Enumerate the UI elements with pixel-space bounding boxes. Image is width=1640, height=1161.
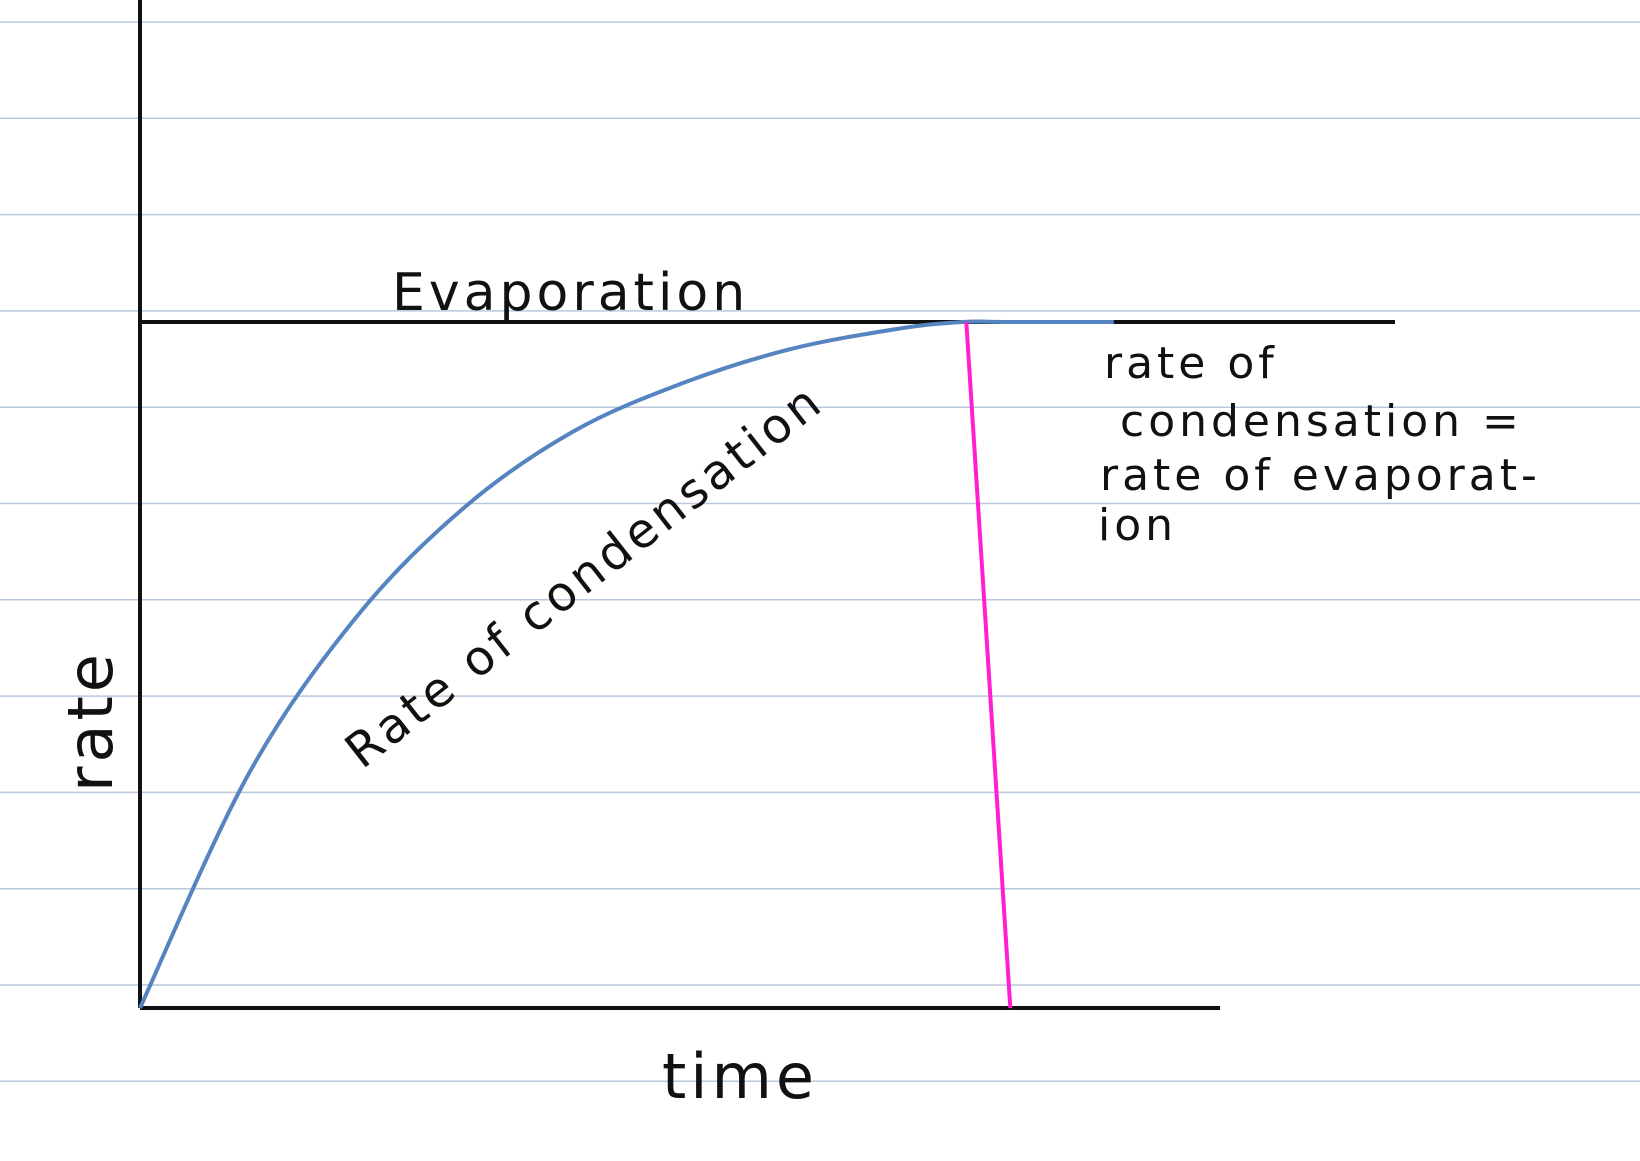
equilibrium-annotation-line-4: ion xyxy=(1098,500,1177,551)
condensation-curve xyxy=(138,319,1114,1009)
evaporation-label: Evaporation xyxy=(392,263,749,323)
equilibrium-marker-line xyxy=(964,321,1013,1009)
ruled-lines xyxy=(0,21,1640,1083)
equilibrium-annotation-line-3: rate of evaporat- xyxy=(1100,450,1541,501)
y-axis-label: rate xyxy=(54,650,127,792)
condensation-label: Rate of condensation xyxy=(335,372,834,779)
equilibrium-annotation-line-2: condensation = xyxy=(1120,396,1523,447)
equilibrium-annotation-line-1: rate of xyxy=(1104,338,1278,389)
x-axis-label: time xyxy=(662,1040,818,1113)
